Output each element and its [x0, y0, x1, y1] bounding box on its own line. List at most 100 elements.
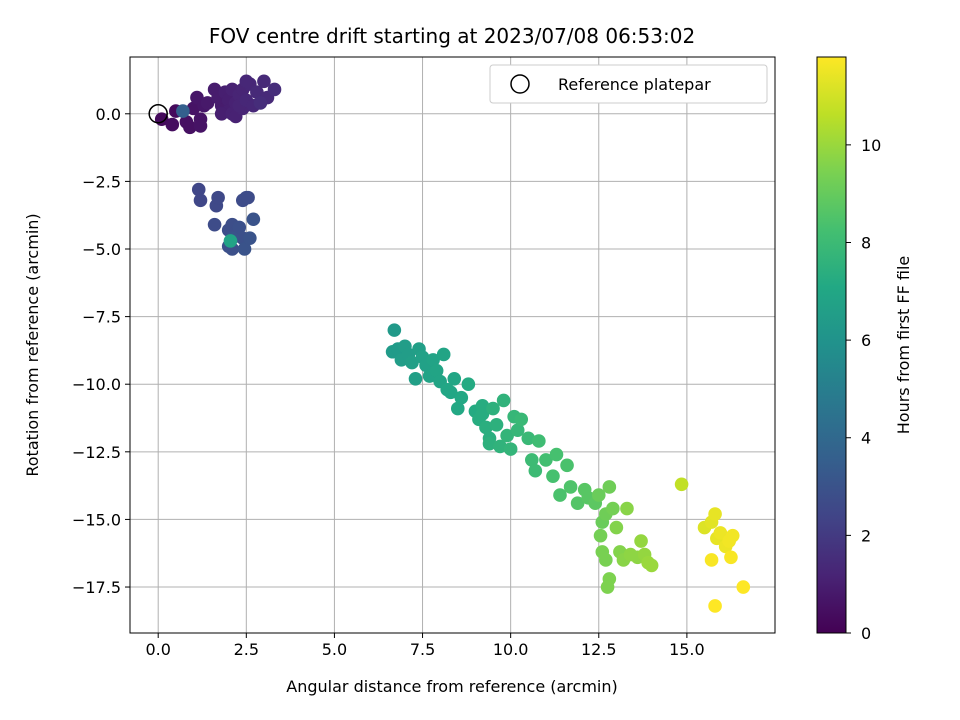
colorbar-ticks: 0 2 4 6 8 10: [846, 136, 881, 643]
data-point: [207, 217, 222, 232]
data-point: [408, 372, 423, 386]
data-point: [450, 401, 465, 416]
legend-reference-marker: [510, 74, 530, 94]
data-point: [528, 463, 543, 478]
legend-entry-reference-platepar: Reference platepar: [558, 75, 711, 94]
data-point: [214, 106, 229, 121]
x-tick-label: 12.5: [581, 640, 617, 659]
reference-marker-group: [148, 104, 168, 124]
colorbar-gradient: [816, 56, 847, 634]
data-point: [525, 453, 539, 467]
x-tick-label: 15.0: [669, 640, 705, 659]
x-tick-label: 10.0: [493, 640, 529, 659]
data-point: [267, 82, 282, 97]
data-point: [193, 119, 208, 133]
data-point: [186, 101, 201, 116]
data-point: [165, 117, 180, 132]
data-point: [426, 353, 440, 367]
x-tick-label: 0.0: [145, 640, 170, 659]
data-point: [193, 193, 208, 208]
data-point: [510, 423, 525, 437]
data-point: [243, 231, 257, 245]
data-point: [239, 74, 254, 89]
plot-area: [130, 57, 775, 633]
data-point: [250, 85, 264, 99]
colorbar-tick-label: 0: [861, 624, 871, 643]
data-point: [183, 120, 197, 135]
legend-box: [489, 64, 768, 104]
data-point: [246, 212, 261, 227]
y-tick-label: −10.0: [72, 375, 121, 394]
data-point: [609, 520, 624, 535]
data-point: [191, 182, 206, 197]
y-axis-title: Rotation from reference (arcmin): [23, 213, 42, 476]
data-point: [461, 377, 476, 392]
data-point: [241, 190, 255, 205]
data-point: [447, 372, 462, 386]
data-point: [553, 488, 567, 502]
x-axis-ticks: 0.0 2.5 5.0 7.5 10.0 12.5 15.0: [145, 633, 705, 659]
data-point: [674, 477, 689, 492]
data-point: [606, 501, 620, 516]
data-point: [549, 447, 564, 462]
data-point: [405, 355, 419, 370]
data-point: [486, 401, 500, 416]
y-axis-ticks: 0.0 −2.5 −5.0 −7.5 −10.0 −12.5 −15.0 −17.5: [72, 105, 130, 597]
data-point: [708, 507, 722, 521]
data-point: [560, 458, 574, 473]
data-point: [539, 453, 553, 467]
data-point: [563, 480, 578, 494]
data-point: [600, 580, 615, 594]
data-point: [489, 417, 504, 432]
data-point: [436, 347, 451, 362]
data-point: [708, 599, 722, 613]
chart-title: FOV centre drift starting at 2023/07/08 …: [209, 24, 695, 48]
data-point: [546, 469, 560, 483]
colorbar-tick-label: 2: [861, 526, 871, 545]
y-tick-label: −2.5: [82, 172, 121, 191]
data-point: [599, 553, 613, 567]
data-point: [387, 323, 402, 337]
data-point: [176, 104, 190, 118]
data-points: [154, 74, 751, 613]
data-point: [736, 580, 751, 594]
data-point: [514, 412, 529, 427]
data-point: [223, 234, 238, 248]
data-point: [634, 534, 648, 548]
data-point: [211, 190, 225, 205]
data-point: [644, 558, 659, 573]
data-point: [570, 496, 585, 510]
data-point: [475, 407, 490, 421]
data-point: [429, 363, 444, 378]
data-point: [620, 501, 634, 516]
data-point: [532, 434, 546, 448]
x-tick-label: 2.5: [234, 640, 259, 659]
colorbar-tick-label: 6: [861, 331, 871, 350]
data-point: [482, 436, 497, 451]
data-point: [725, 528, 740, 543]
data-point: [493, 439, 507, 454]
data-point: [237, 242, 252, 256]
data-point: [591, 488, 606, 502]
y-tick-label: −7.5: [82, 308, 121, 327]
data-point: [593, 528, 608, 543]
data-point: [253, 96, 268, 110]
legend: Reference platepar: [489, 64, 768, 104]
data-point: [454, 390, 469, 405]
y-tick-label: 0.0: [96, 105, 121, 124]
y-tick-label: −5.0: [82, 240, 121, 259]
reference-platepar-marker: [148, 104, 168, 124]
data-point: [713, 526, 728, 540]
plot-frame: [129, 56, 776, 634]
data-point: [704, 553, 719, 567]
y-tick-label: −17.5: [72, 578, 121, 597]
y-tick-label: −15.0: [72, 510, 121, 529]
data-point: [479, 420, 493, 435]
colorbar-tick-label: 8: [861, 233, 871, 252]
data-point: [724, 550, 738, 565]
data-point: [500, 428, 514, 443]
colorbar: 0 2 4 6 8 10 Hours from first FF file: [816, 56, 913, 643]
data-point: [496, 393, 511, 408]
x-axis-title: Angular distance from reference (arcmin): [286, 677, 617, 696]
